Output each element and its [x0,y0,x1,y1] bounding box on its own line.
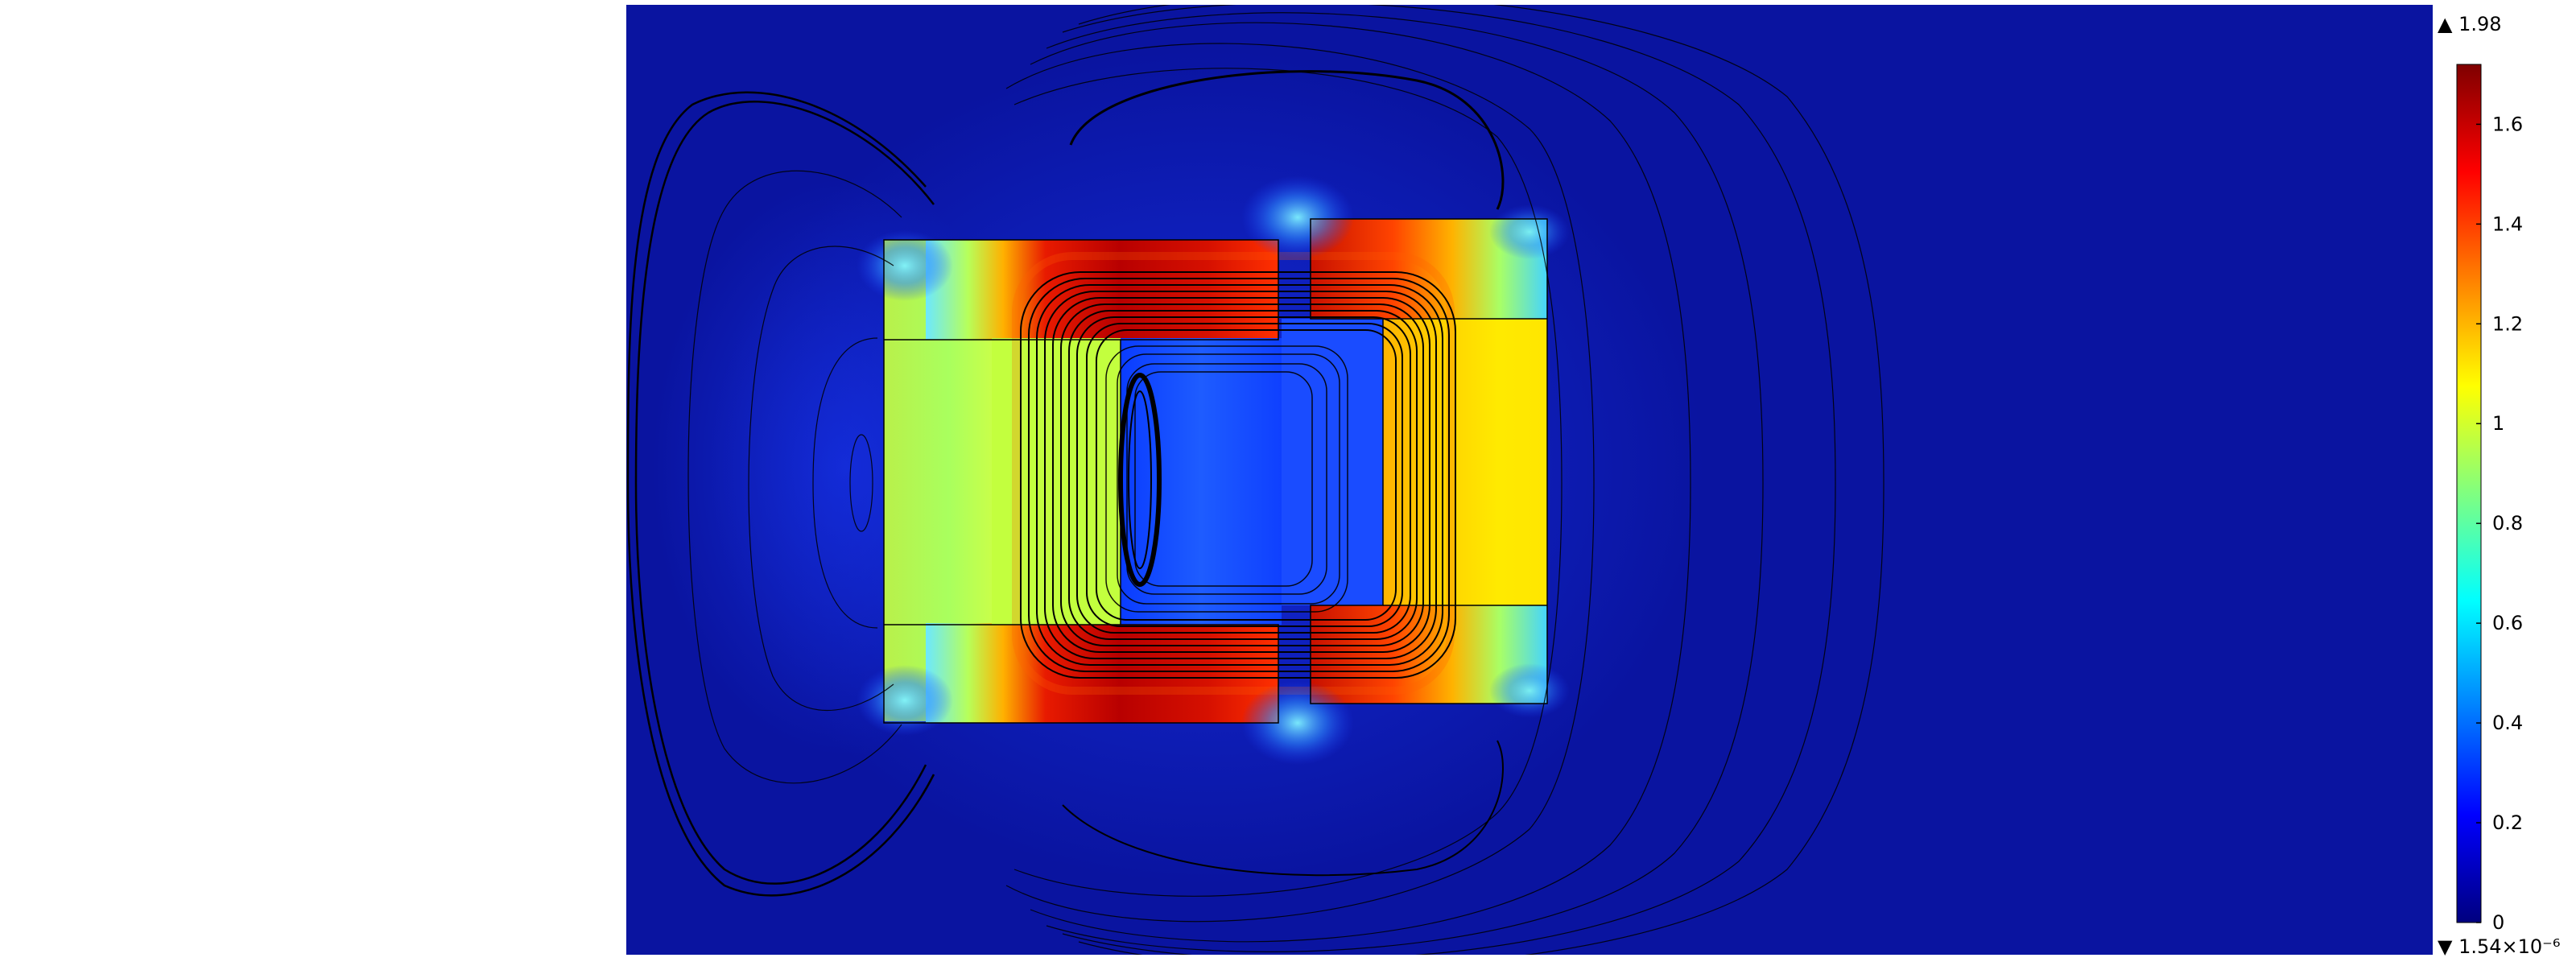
colorbar-tick-label: 1 [2492,412,2504,435]
hotspot-top-gap [1241,175,1354,259]
colorbar-tick-label: 1.4 [2492,213,2523,235]
hotspot-bottom-gap [1241,681,1354,765]
colorbar-min-marker: ▼ 1.54×10⁻⁶ [2438,935,2560,958]
hotspots [857,175,1570,765]
domain-boundaries [883,218,1548,724]
hotspot-left-top [857,230,953,301]
region-left-column [992,338,1121,625]
streamlines [626,5,1885,955]
colorbar-tick-label: 0.4 [2492,712,2523,734]
colorbar-tick-label: 0 [2492,911,2504,934]
colorbar-tick-label: 1.6 [2492,113,2523,135]
colorbar-tick-label: 1.2 [2492,312,2523,335]
colorbar-tick-label: 0.2 [2492,811,2523,834]
hotspot-right-top [1489,204,1570,259]
colorbar-gradient [2456,64,2482,923]
region-right-yoke [1383,319,1547,605]
plot-area [626,5,2433,955]
core-inner-outline [1012,252,1455,695]
colorbar-max-marker: ▲ 1.98 [2438,13,2502,35]
hotspot-right-bottom [1489,663,1570,718]
region-gap [1282,319,1383,605]
colorbar-tick-label: 0.6 [2492,612,2523,634]
colorbar: 0 0.2 0.4 0.6 0.8 1 1.2 1.4 1.6 ▲ 1.98 ▼ 1.54×10… [2438,13,2560,958]
colorbar-ticks: 0 0.2 0.4 0.6 0.8 1 1.2 1.4 1.6 [2476,113,2523,934]
colorbar-tick-label: 0.8 [2492,512,2523,535]
hotspot-left-bottom [857,665,953,736]
